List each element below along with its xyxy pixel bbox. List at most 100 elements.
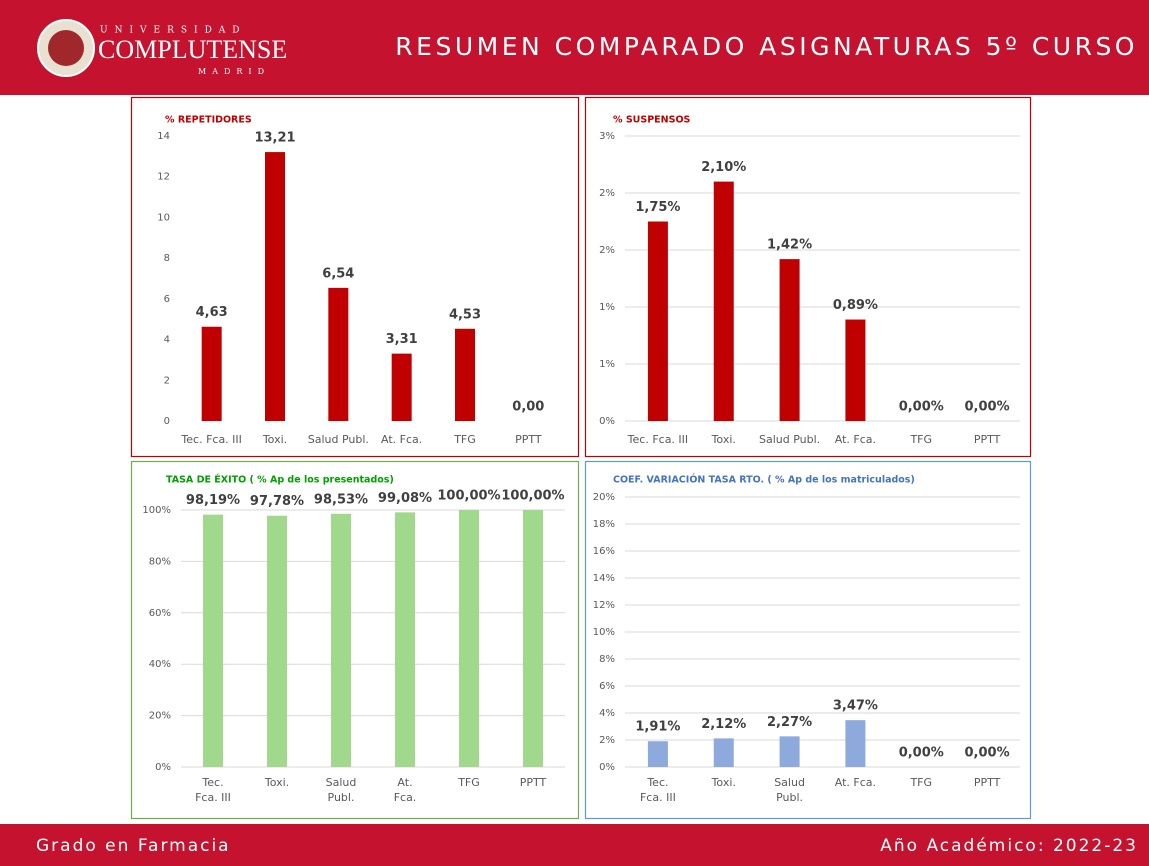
x-tick-label: Tec. Fca. III <box>639 776 676 804</box>
y-tick-label: 1% <box>599 302 615 313</box>
value-label: 97,78% <box>250 494 304 509</box>
value-label: 0,00% <box>899 400 944 415</box>
x-tick-label: PPTT <box>973 776 1001 789</box>
bar <box>267 515 287 767</box>
x-tick-label: PPTT <box>515 433 542 446</box>
value-label: 2,27% <box>767 715 812 730</box>
bar <box>523 510 543 767</box>
x-tick-label-box: Tec. Fca. III <box>195 776 231 804</box>
value-label: 1,91% <box>635 720 680 735</box>
x-tick-label: Tec. Fca. III <box>181 433 242 446</box>
y-tick-label: 80% <box>149 556 171 567</box>
x-tick-label-box: Salud Publ. <box>326 776 357 804</box>
x-tick-label: Salud Publ. <box>307 433 369 446</box>
slide-title: RESUMEN COMPARADO ASIGNATURAS 5º CURSO <box>395 32 1138 61</box>
x-tick-label: TFG <box>454 433 476 446</box>
x-tick-label-box: Salud Publ. <box>758 433 821 446</box>
y-tick-label: 12 <box>157 172 170 183</box>
footer-left: Grado en Farmacia <box>36 836 231 856</box>
x-tick-label-box: Tec. Fca. III <box>627 433 689 446</box>
y-tick-label: 0% <box>155 762 171 773</box>
x-tick-label-box: TFG <box>910 776 932 789</box>
chart-title: % SUSPENSOS <box>613 115 691 126</box>
bar <box>201 326 222 421</box>
x-tick-label: Toxi. <box>711 776 736 789</box>
bar <box>455 328 475 421</box>
university-name: COMPLUTENSE <box>98 35 287 64</box>
chart-title: TASA DE ÉXITO ( % Ap de los presentados) <box>166 474 394 486</box>
y-tick-label: 6 <box>164 294 170 305</box>
x-tick-label: Salud Publ. <box>758 433 821 446</box>
chart-title: % REPETIDORES <box>165 115 252 126</box>
bar <box>265 152 285 421</box>
x-tick-label-box: Toxi. <box>711 776 736 789</box>
x-tick-label: PPTT <box>973 433 1001 446</box>
x-tick-label-box: At. Fca. <box>834 776 877 789</box>
chart-frame <box>130 460 580 820</box>
x-tick-label: Tec. Fca. III <box>627 433 689 446</box>
bar <box>779 736 800 767</box>
value-label: 2,10% <box>701 160 746 175</box>
x-tick-label-box: Salud Publ. <box>307 433 369 446</box>
x-tick-label-box: Tec. Fca. III <box>639 776 676 804</box>
y-tick-label: 6% <box>599 681 615 692</box>
x-tick-label: At. Fca. <box>393 776 417 804</box>
chart: % SUSPENSOS 0% 1% 1% 2% 2% 3% 1,75% Tec. Fca. II… <box>584 96 1032 458</box>
x-tick-label-box: At. Fca. <box>381 433 422 446</box>
value-label: 0,00 <box>512 400 544 415</box>
value-label: 3,47% <box>833 699 878 714</box>
x-tick-label: TFG <box>910 433 933 446</box>
value-label: 13,21 <box>254 131 295 146</box>
value-label: 2,12% <box>701 717 746 732</box>
value-label: 0,00% <box>965 400 1010 415</box>
y-tick-label: 2% <box>599 245 615 256</box>
value-label: 0,89% <box>833 298 878 313</box>
value-label: 0,00% <box>899 746 944 761</box>
bar <box>713 181 734 421</box>
value-label: 100,00% <box>437 489 500 504</box>
bar <box>779 259 800 421</box>
bar <box>647 221 668 421</box>
y-tick-label: 8% <box>599 654 615 665</box>
x-tick-label-box: PPTT <box>519 776 547 789</box>
chart: COEF. VARIACIÓN TASA RTO. ( % Ap de los … <box>584 460 1032 820</box>
x-tick-label-box: PPTT <box>973 776 1001 789</box>
value-label: 6,54 <box>322 266 354 281</box>
x-tick-label: Toxi. <box>262 433 288 446</box>
y-tick-label: 16% <box>593 546 615 557</box>
value-label: 98,53% <box>314 492 368 507</box>
y-tick-label: 0% <box>599 762 615 773</box>
x-tick-label-box: Toxi. <box>262 433 288 446</box>
x-tick-label-box: At. Fca. <box>393 776 417 804</box>
chart: TASA DE ÉXITO ( % Ap de los presentados)… <box>130 460 580 820</box>
x-tick-label-box: Toxi. <box>264 776 290 789</box>
bar <box>845 720 866 767</box>
x-tick-label: PPTT <box>519 776 547 789</box>
value-label: 3,31 <box>386 332 418 347</box>
value-label: 0,00% <box>965 746 1010 761</box>
x-tick-label-box: Salud Publ. <box>774 776 805 804</box>
x-tick-label: Tec. Fca. III <box>195 776 231 804</box>
bar <box>328 287 349 421</box>
x-tick-label: Toxi. <box>264 776 290 789</box>
x-tick-label-box: Toxi. <box>712 433 736 446</box>
x-tick-label: TFG <box>458 776 480 789</box>
value-label: 1,42% <box>767 238 812 253</box>
y-tick-label: 12% <box>593 600 615 611</box>
x-tick-label: At. Fca. <box>834 776 877 789</box>
y-tick-label: 1% <box>599 359 615 370</box>
bar <box>395 512 415 767</box>
bar <box>331 513 351 767</box>
bar <box>203 514 223 767</box>
x-tick-label: Salud Publ. <box>774 776 805 804</box>
y-tick-label: 10 <box>157 212 170 223</box>
value-label: 4,53 <box>449 307 481 322</box>
y-tick-label: 4 <box>164 335 170 346</box>
y-tick-label: 60% <box>149 608 171 619</box>
value-label: 99,08% <box>378 491 432 506</box>
bar <box>845 319 866 421</box>
y-tick-label: 0% <box>599 416 615 427</box>
x-tick-label-box: At. Fca. <box>835 433 876 446</box>
bar <box>459 510 479 767</box>
